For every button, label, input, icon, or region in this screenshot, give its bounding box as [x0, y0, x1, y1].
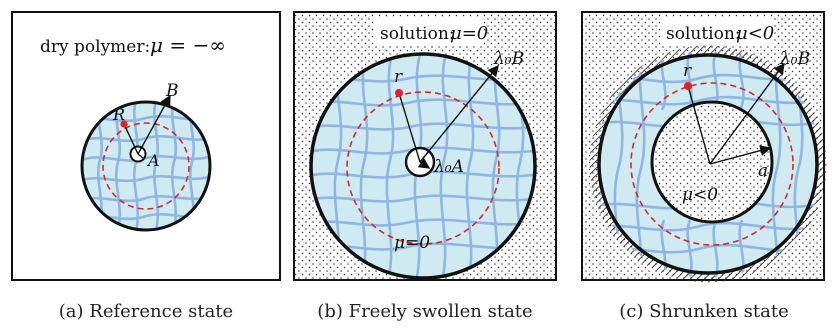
- panel-a-box-value: μ = −∞: [150, 33, 226, 57]
- panel-b-dashed-circle: [346, 91, 500, 245]
- panel-b-label-r: r: [394, 67, 403, 87]
- panel-a-caption: (a) Reference state: [59, 301, 233, 322]
- panel-c-caption: (c) Shrunken state: [619, 301, 789, 322]
- panel-c-box-label: solution:: [666, 24, 741, 44]
- panel-b-outer-boundary: [309, 52, 537, 280]
- panel-a-label-A: A: [146, 151, 160, 170]
- panel-b: solution: μ=0 r λ₀B: [293, 11, 557, 322]
- panel-b-label-outer: λ₀B: [493, 49, 524, 69]
- panel-a-dashed-circle: [102, 122, 190, 210]
- panel-a-label-R: R: [112, 105, 125, 124]
- panel-a-material-point: [120, 120, 128, 128]
- panel-b-box-label: solution:: [380, 24, 455, 44]
- panel-b-box-value: μ=0: [450, 23, 488, 44]
- panel-b-radius-r: [398, 92, 421, 163]
- panel-c-label-r: r: [683, 61, 692, 81]
- panel-c-dashed-circle: [630, 82, 794, 246]
- panel-c-hatched-wall: [589, 45, 827, 283]
- panel-a-radius-R: [123, 123, 139, 155]
- panel-b-label-gel: μ=0: [394, 233, 430, 253]
- panel-c: solution: μ<0: [581, 11, 827, 322]
- panel-a-label-B: B: [165, 81, 179, 101]
- panel-c-label-cavity: μ<0: [682, 185, 718, 205]
- panel-a-radius-A: [137, 153, 144, 159]
- panel-c-label-outer: λ₀B: [779, 49, 810, 69]
- panel-c-radius-a-arrow: [709, 145, 772, 165]
- panel-b-radius-inner-arrow: [417, 157, 431, 169]
- panel-c-outer-boundary: [597, 53, 819, 275]
- panel-b-material-point: [395, 89, 403, 97]
- panel-c-label-a: a: [758, 161, 768, 181]
- panel-a-outer-boundary: [80, 100, 212, 232]
- panel-b-label-inner: λ₀A: [433, 157, 464, 177]
- panel-c-radius-r: [687, 85, 711, 165]
- panel-b-caption: (b) Freely swollen state: [317, 301, 532, 322]
- panel-a: dry polymer: μ = −∞ R B A (a) Referen: [11, 11, 281, 322]
- panel-a-box-label: dry polymer:: [40, 37, 150, 57]
- panel-c-box-value: μ<0: [736, 23, 774, 44]
- panel-b-radius-outer-arrow: [419, 64, 499, 163]
- panel-c-radius-outer-arrow: [709, 62, 785, 165]
- panel-c-material-point: [684, 82, 692, 90]
- panel-a-radius-B-arrow: [137, 94, 171, 155]
